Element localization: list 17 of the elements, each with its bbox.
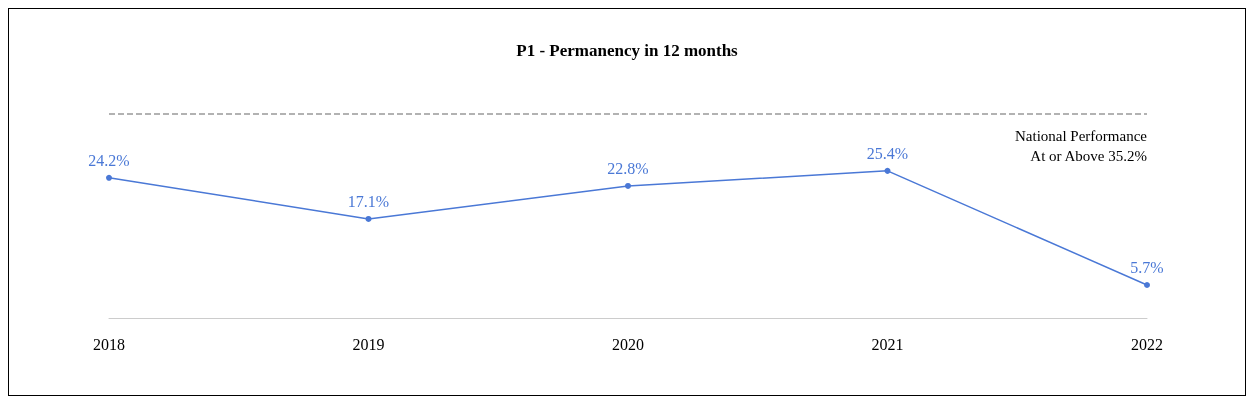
point <box>365 215 372 222</box>
point <box>884 167 891 174</box>
data-label: 22.8% <box>607 160 649 178</box>
x-tick-label: 2018 <box>93 335 125 353</box>
ref-line-label: National Performance At or Above 35.2% <box>1014 128 1148 165</box>
chart-title: P1 - Permanency in 12 months <box>516 41 739 60</box>
x-tick-label: 2020 <box>612 335 644 353</box>
data-label: 5.7% <box>1130 259 1164 277</box>
x-tick-label: 2019 <box>352 335 385 353</box>
point <box>106 174 112 181</box>
data-label: 17.1% <box>347 193 390 211</box>
data-label: 24.2% <box>88 152 130 170</box>
point <box>1144 281 1150 288</box>
x-tick-label: 2021 <box>871 335 904 353</box>
data-label: 25.4% <box>866 145 909 163</box>
point <box>625 182 631 189</box>
x-tick-label: 2022 <box>1131 335 1163 353</box>
